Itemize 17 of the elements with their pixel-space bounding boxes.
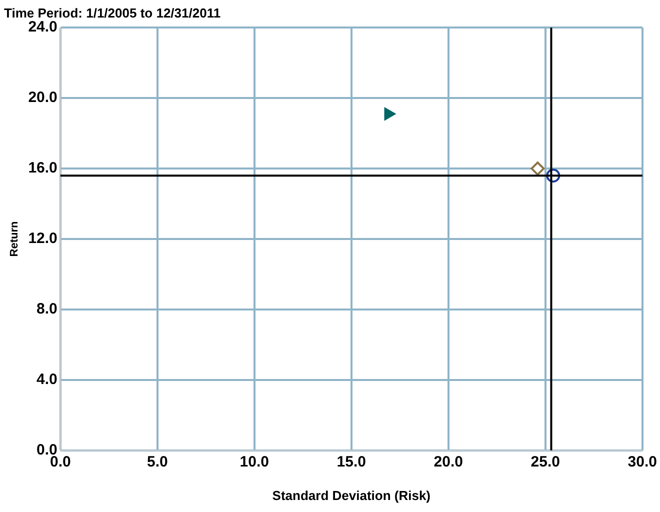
y-tick-label: 16.0 (28, 160, 58, 177)
x-tick-label: 20.0 (434, 454, 463, 471)
x-axis-title: Standard Deviation (Risk) (272, 488, 430, 503)
x-tick-label: 5.0 (146, 454, 168, 471)
x-tick-label: 10.0 (240, 454, 269, 471)
chart-title: Time Period: 1/1/2005 to 12/31/2011 (4, 5, 221, 20)
y-tick-label: 24.0 (28, 18, 58, 36)
y-tick-label: 12.0 (28, 230, 58, 248)
x-tick-label: 25.0 (530, 454, 560, 471)
point (530, 162, 545, 176)
y-tick-label: 20.0 (28, 89, 58, 106)
y-axis-title: Return (8, 221, 21, 257)
x-tick-label: 30.0 (628, 454, 658, 471)
x-tick-label: 15.0 (336, 454, 366, 471)
y-tick-label: 4.0 (36, 371, 58, 388)
point (384, 108, 396, 120)
y-tick-label: 8.0 (36, 300, 58, 318)
